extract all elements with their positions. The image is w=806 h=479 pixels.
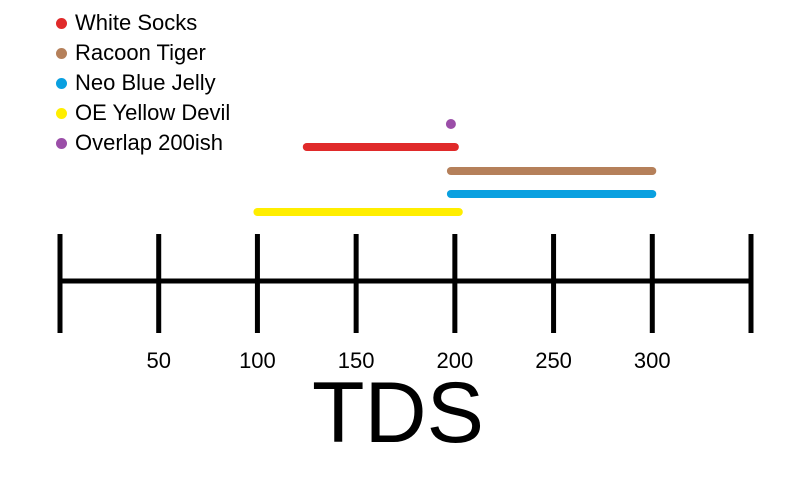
- legend-dot-icon: [56, 47, 67, 59]
- overlap-point: [445, 119, 456, 129]
- axis-title: TDS: [312, 365, 484, 461]
- legend-dot-icon: [56, 77, 67, 89]
- tds-axis: 50 100 150 200 250 300: [57, 234, 754, 373]
- tick-label: 200: [436, 348, 473, 373]
- legend-item-racoon-tiger: Racoon Tiger: [56, 38, 230, 68]
- tick-label: 250: [535, 348, 572, 373]
- legend-label: OE Yellow Devil: [75, 100, 231, 125]
- legend-label: Overlap 200ish: [75, 130, 223, 155]
- legend-label: Neo Blue Jelly: [75, 70, 216, 95]
- legend: White Socks Racoon Tiger Neo Blue Jelly …: [56, 8, 230, 158]
- range-bars: [253, 119, 657, 216]
- tick-label: 100: [239, 348, 276, 373]
- legend-dot-icon: [56, 17, 67, 29]
- legend-item-neo-blue-jelly: Neo Blue Jelly: [56, 68, 230, 98]
- legend-item-oe-yellow-devil: OE Yellow Devil: [56, 98, 230, 128]
- legend-label: White Socks: [75, 10, 198, 35]
- legend-item-white-socks: White Socks: [56, 8, 230, 38]
- legend-label: Racoon Tiger: [75, 40, 206, 65]
- legend-dot-icon: [56, 137, 67, 149]
- legend-item-overlap-200ish: Overlap 200ish: [56, 128, 230, 158]
- tick-label: 50: [146, 348, 170, 373]
- tick-label: 150: [338, 348, 375, 373]
- legend-dot-icon: [56, 107, 67, 119]
- tick-label: 300: [634, 348, 671, 373]
